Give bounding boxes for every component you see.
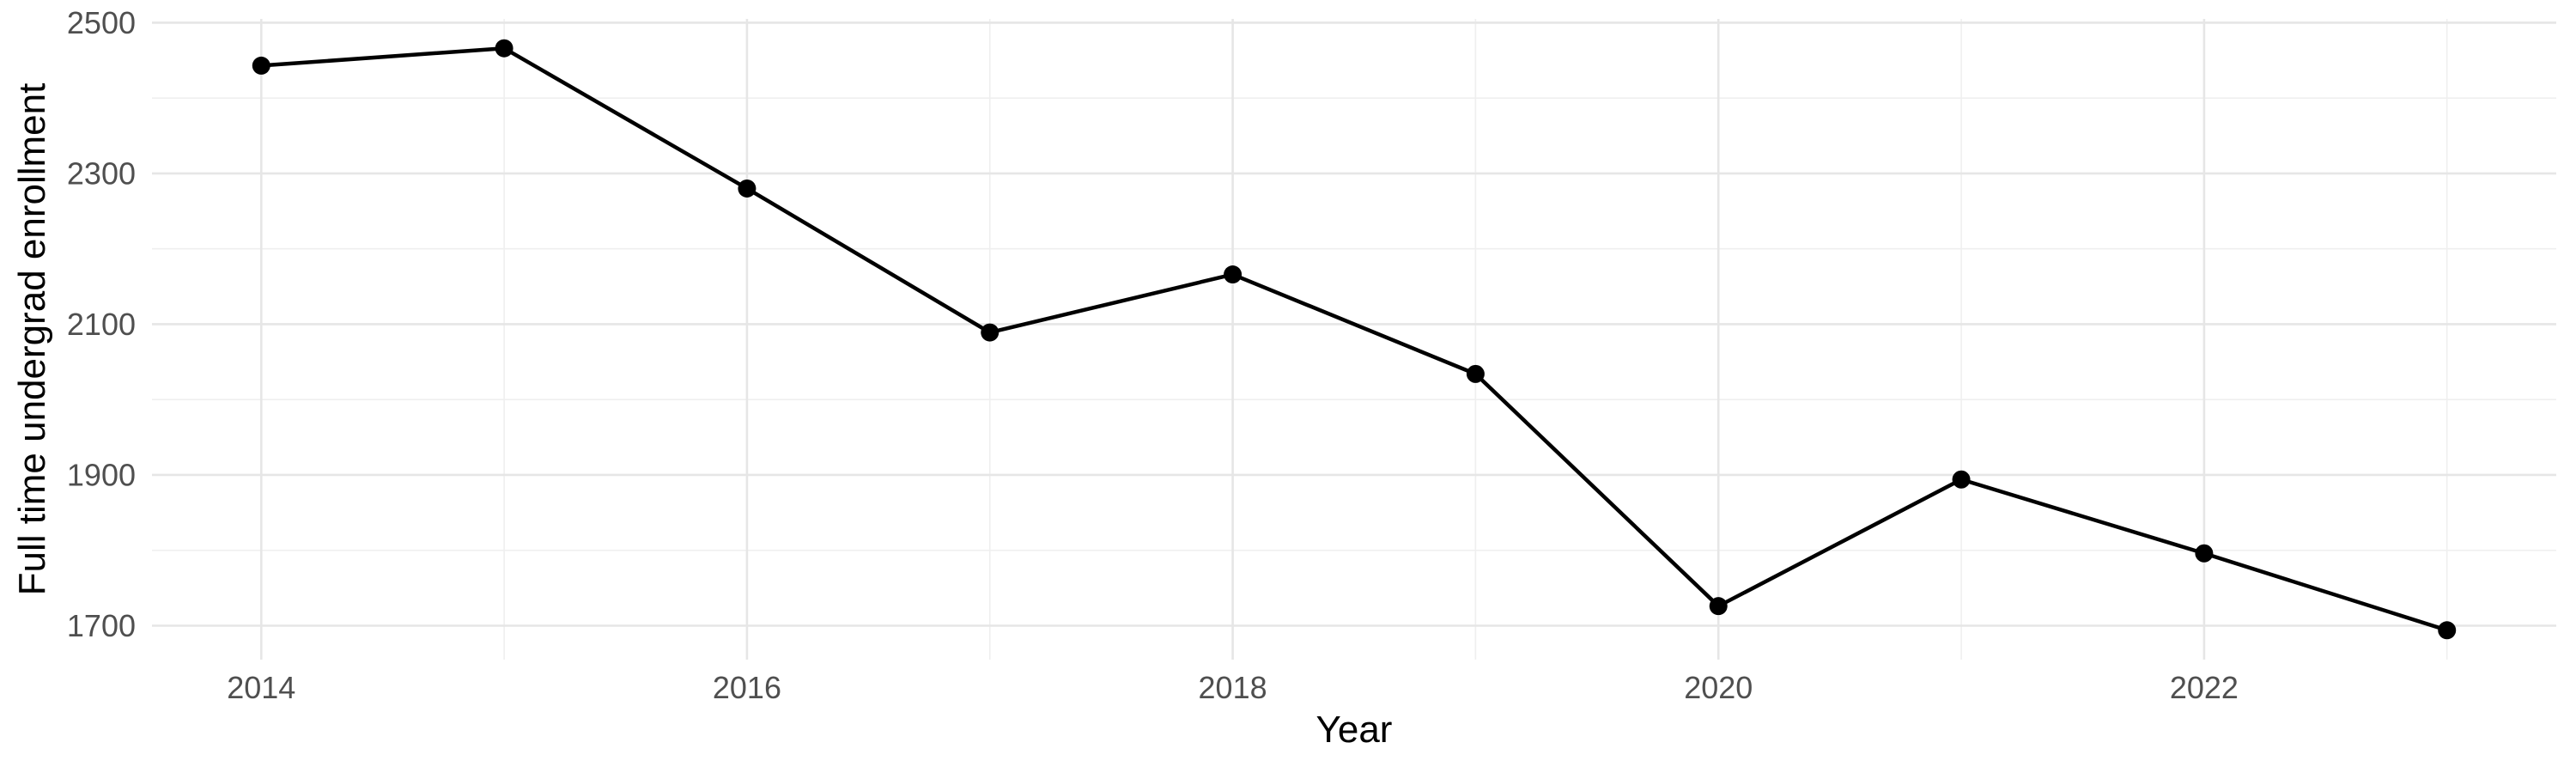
data-point-2016 bbox=[738, 179, 756, 198]
data-point-2015 bbox=[495, 39, 513, 58]
x-tick-label: 2018 bbox=[1199, 670, 1267, 705]
y-axis-title: Full time undergrad enrollment bbox=[11, 82, 53, 596]
x-tick-label: 2022 bbox=[2170, 670, 2239, 705]
data-point-2018 bbox=[1224, 265, 1242, 284]
data-point-2023 bbox=[2438, 621, 2457, 640]
x-tick-label: 2020 bbox=[1684, 670, 1753, 705]
y-tick-label: 2300 bbox=[67, 155, 136, 191]
y-tick-label: 1900 bbox=[67, 457, 136, 492]
x-tick-label: 2016 bbox=[713, 670, 781, 705]
data-point-2022 bbox=[2195, 544, 2214, 563]
y-tick-label: 2100 bbox=[67, 307, 136, 342]
data-point-2021 bbox=[1952, 470, 1971, 489]
x-axis-title: Year bbox=[1315, 709, 1393, 751]
x-tick-label: 2014 bbox=[227, 670, 295, 705]
data-point-2020 bbox=[1709, 597, 1728, 616]
data-point-2019 bbox=[1466, 364, 1485, 383]
data-point-2017 bbox=[981, 323, 999, 342]
enrollment-series-line bbox=[261, 46, 2448, 632]
y-tick-label: 2500 bbox=[67, 5, 136, 40]
y-tick-label: 1700 bbox=[67, 608, 136, 643]
data-point-2014 bbox=[252, 56, 270, 75]
